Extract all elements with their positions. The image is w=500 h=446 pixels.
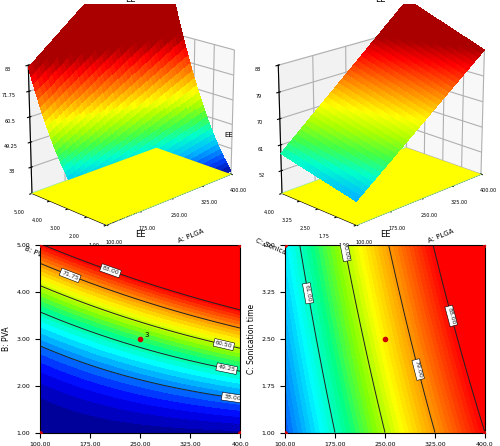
Text: 3: 3 (144, 332, 148, 338)
X-axis label: A: PLGA: A: PLGA (426, 228, 454, 244)
Title: EE: EE (135, 230, 145, 239)
Y-axis label: B: PVA: B: PVA (2, 326, 11, 351)
Y-axis label: B: PVA: B: PVA (24, 246, 46, 260)
Title: EE: EE (125, 0, 136, 4)
Y-axis label: C: Sonication time: C: Sonication time (247, 304, 256, 374)
Text: 71.75: 71.75 (61, 270, 80, 281)
Text: 49.25: 49.25 (218, 364, 236, 373)
Title: EE: EE (375, 0, 385, 4)
Text: 70.00: 70.00 (341, 242, 349, 260)
Text: 79.00: 79.00 (414, 360, 423, 379)
Y-axis label: C: Sonication time: C: Sonication time (254, 238, 316, 268)
X-axis label: A: PLGA: A: PLGA (176, 228, 204, 244)
Text: 88.00: 88.00 (446, 307, 456, 325)
Text: 61.00: 61.00 (304, 284, 312, 302)
Text: 83.00: 83.00 (102, 265, 119, 276)
Text: 38.00: 38.00 (223, 394, 241, 401)
Title: EE: EE (380, 230, 390, 239)
Text: 60.50: 60.50 (215, 340, 233, 349)
